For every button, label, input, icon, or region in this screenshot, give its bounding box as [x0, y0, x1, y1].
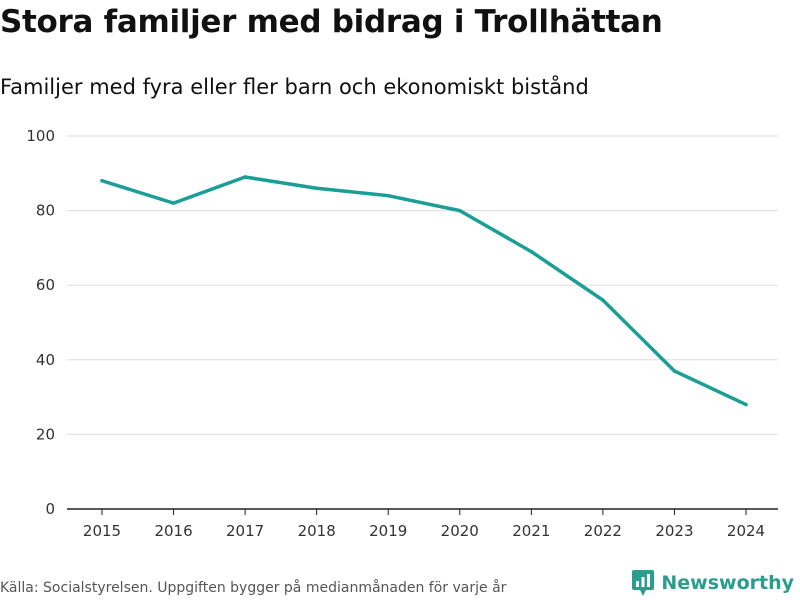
data-point-2023 — [672, 369, 677, 373]
y-tick-label: 40 — [36, 351, 55, 369]
x-tick-label: 2016 — [154, 522, 192, 540]
x-tick-label: 2021 — [512, 522, 550, 540]
y-tick-label: 0 — [45, 500, 55, 518]
data-point-2020 — [458, 208, 462, 213]
data-point-2017 — [243, 175, 247, 179]
x-axis: 2015 2016 2017 2018 2019 2020 2021 2022 2023 2024 — [67, 508, 778, 540]
data-point-2015 — [100, 179, 104, 183]
y-tick-label: 80 — [36, 202, 55, 220]
data-point-2016 — [171, 201, 176, 205]
chart-title: Stora familjer med bidrag i Trollhättan — [0, 4, 663, 40]
x-tick-label: 2017 — [226, 522, 264, 540]
brand-logo: Newsworthy — [631, 568, 794, 598]
chart-subtitle: Familjer med fyra eller fler barn och ek… — [0, 75, 589, 99]
x-tick-label: 2019 — [369, 522, 407, 540]
data-point-2022 — [601, 298, 605, 302]
x-tick-label: 2024 — [727, 522, 765, 540]
y-tick-label: 100 — [26, 127, 55, 145]
series-line — [100, 175, 748, 407]
brand-name: Newsworthy — [661, 572, 794, 594]
data-point-2019 — [386, 193, 390, 198]
data-point-2024 — [744, 402, 748, 407]
data-point-2018 — [314, 186, 319, 190]
data-point-2021 — [529, 249, 534, 254]
data-series — [100, 175, 748, 407]
x-tick-label: 2023 — [655, 522, 693, 540]
y-axis-ticks: 0 20 40 60 80 100 — [26, 127, 55, 518]
x-tick-label: 2018 — [298, 522, 336, 540]
x-tick-label: 2020 — [441, 522, 479, 540]
newsworthy-logo-icon — [632, 570, 655, 596]
source-note: Källa: Socialstyrelsen. Uppgiften bygger… — [0, 580, 507, 596]
grid-lines — [67, 135, 778, 435]
x-tick-label: 2022 — [584, 522, 622, 540]
y-tick-label: 60 — [36, 276, 55, 294]
y-tick-label: 20 — [36, 425, 55, 443]
x-tick-label: 2015 — [83, 522, 121, 540]
